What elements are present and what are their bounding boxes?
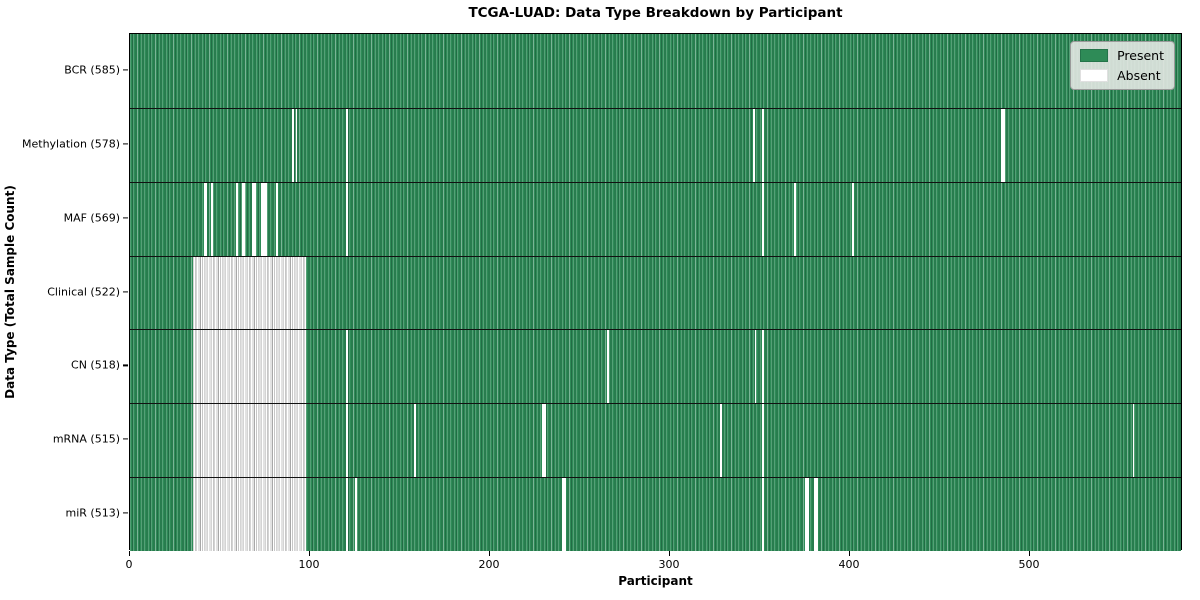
absent-cells-Methylation — [346, 107, 348, 182]
y-tick-mark — [123, 143, 128, 145]
y-tick-label-MAF: MAF (569) — [63, 211, 120, 225]
absent-cells-mRNA — [761, 403, 764, 478]
legend-item-absent: Absent — [1080, 68, 1164, 83]
absent-cells-miR — [814, 477, 818, 551]
absent-cells-Methylation — [295, 107, 298, 182]
x-tick-mark — [669, 551, 671, 556]
absent-cells-MAF — [346, 181, 348, 256]
x-tick-label-200: 200 — [478, 558, 500, 571]
absent-cells-MAF — [851, 181, 854, 256]
absent-cells-mRNA — [1132, 403, 1135, 478]
absent-cells-mRNA — [542, 403, 546, 478]
legend: Present Absent — [1070, 41, 1175, 90]
absent-cells-MAF — [236, 181, 238, 256]
legend-label-present: Present — [1117, 48, 1164, 63]
absent-cells-MAF — [261, 181, 267, 256]
x-tick-label-0: 0 — [125, 558, 133, 571]
absent-cells-CN — [607, 329, 609, 404]
plot-area: Present Absent — [129, 33, 1182, 551]
x-tick-mark — [129, 551, 131, 556]
absent-cells-mRNA — [414, 403, 417, 478]
absent-cells-MAF — [275, 181, 278, 256]
y-tick-label-CN: CN (518) — [71, 358, 120, 372]
absent-cells-miR — [562, 477, 566, 551]
x-tick-label-100: 100 — [298, 558, 320, 571]
x-tick-label-300: 300 — [658, 558, 680, 571]
y-tick-label-miR: miR (513) — [65, 506, 121, 520]
x-tick-mark — [1029, 551, 1031, 556]
legend-item-present: Present — [1080, 48, 1164, 63]
y-tick-label-Methylation: Methylation (578) — [22, 137, 120, 151]
absent-cells-CN — [754, 329, 757, 404]
heatmap-row-CN — [130, 329, 1181, 404]
absent-cells-mRNA — [720, 403, 723, 478]
absent-cells-Methylation — [1001, 107, 1005, 182]
y-tick-label-Clinical: Clinical (522) — [47, 285, 120, 298]
absent-cells-miR — [355, 477, 357, 551]
y-tick-mark — [123, 438, 128, 440]
absent-cells-Methylation — [752, 107, 755, 182]
y-tick-label-mRNA: mRNA (515) — [52, 432, 120, 446]
heatmap-row-Methylation — [130, 107, 1181, 182]
absent-cells-Methylation — [761, 107, 764, 182]
legend-label-absent: Absent — [1117, 68, 1161, 83]
absent-cells-miR — [761, 477, 764, 551]
row-separator — [130, 329, 1181, 331]
absent-cells-miR — [346, 477, 348, 551]
absent-cells-CN — [761, 329, 764, 404]
x-tick-mark — [309, 551, 311, 556]
absent-cells-Clinical — [193, 255, 307, 330]
absent-cells-miR — [193, 477, 307, 551]
heatmap-row-mRNA — [130, 403, 1181, 478]
y-tick-mark — [123, 512, 128, 514]
chart-title: TCGA-LUAD: Data Type Breakdown by Partic… — [468, 5, 843, 21]
row-separator — [130, 181, 1181, 183]
absent-cells-MAF — [761, 181, 764, 256]
legend-swatch-absent-icon — [1080, 69, 1109, 82]
absent-cells-MAF — [252, 181, 256, 256]
x-tick-label-500: 500 — [1018, 558, 1040, 571]
row-separator — [130, 255, 1181, 257]
absent-cells-mRNA — [193, 403, 307, 478]
heatmap-row-MAF — [130, 181, 1181, 256]
x-tick-label-400: 400 — [838, 558, 860, 571]
y-tick-mark — [123, 364, 128, 366]
absent-cells-Methylation — [292, 107, 294, 182]
y-tick-mark — [123, 290, 128, 293]
x-tick-mark — [489, 551, 491, 556]
heatmap-row-miR — [130, 477, 1181, 551]
row-separator — [130, 107, 1181, 109]
y-tick-label-BCR: BCR (585) — [64, 63, 120, 77]
absent-cells-CN — [193, 329, 307, 404]
y-tick-mark — [123, 69, 128, 71]
absent-cells-MAF — [211, 181, 213, 256]
row-separator — [130, 477, 1181, 479]
x-tick-mark — [849, 551, 851, 556]
absent-cells-MAF — [794, 181, 796, 256]
heatmap-row-BCR — [130, 34, 1181, 108]
legend-swatch-present-icon — [1080, 49, 1109, 62]
absent-cells-CN — [346, 329, 348, 404]
absent-cells-mRNA — [346, 403, 348, 478]
heatmap-row-Clinical — [130, 255, 1181, 330]
absent-cells-MAF — [203, 181, 208, 256]
x-axis-label: Participant — [618, 574, 693, 588]
absent-cells-MAF — [241, 181, 246, 256]
y-tick-mark — [123, 217, 128, 219]
absent-cells-miR — [805, 477, 809, 551]
row-separator — [130, 403, 1181, 405]
